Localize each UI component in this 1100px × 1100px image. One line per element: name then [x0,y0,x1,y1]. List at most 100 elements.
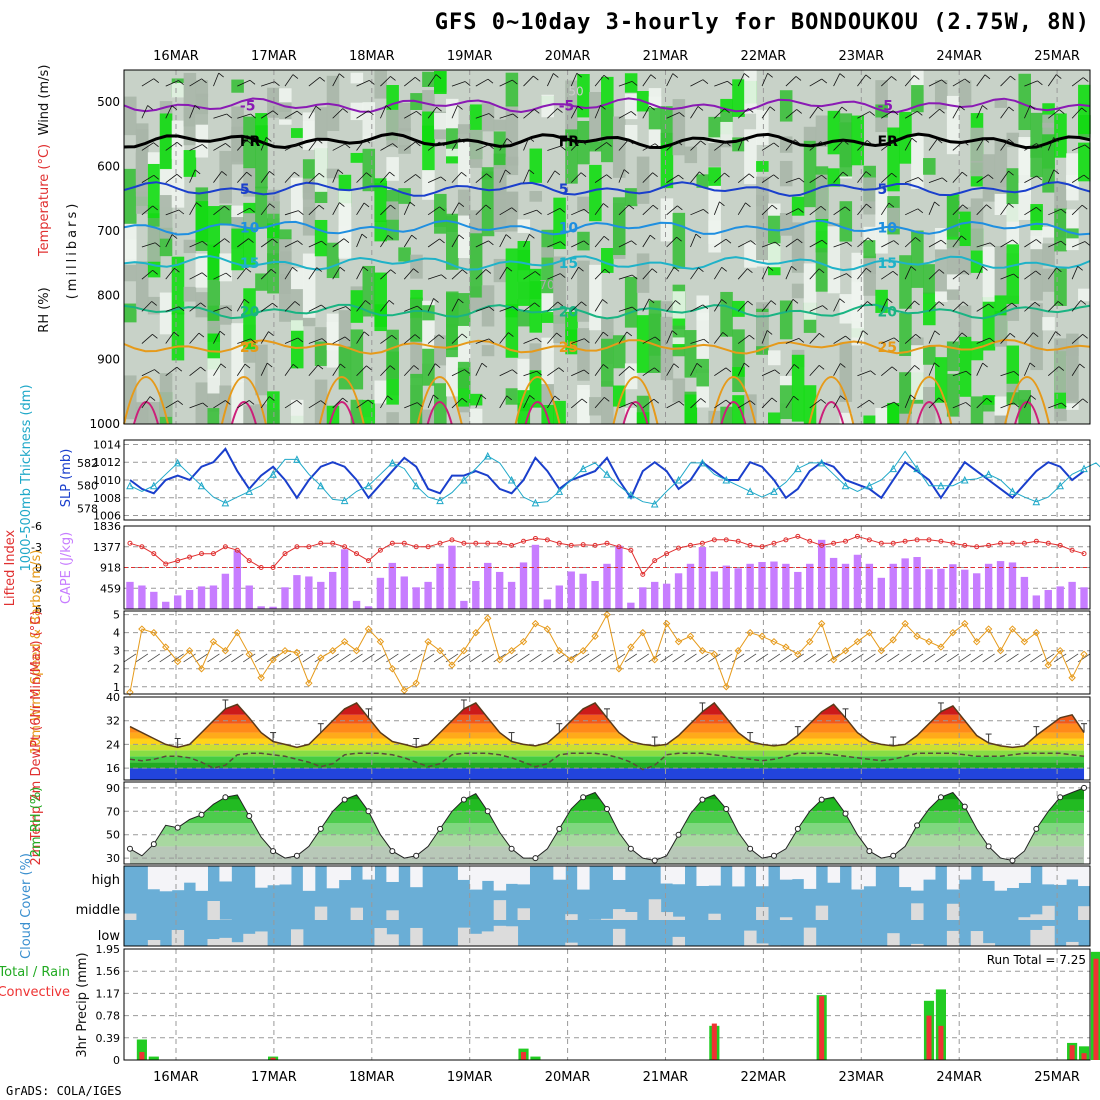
wind-barb [523,75,534,87]
wind-barb-flag [819,332,825,338]
wind-barb-flag [1081,107,1087,113]
wind-barb [928,269,940,280]
wind-barb [690,209,704,216]
wind-barb [523,370,537,377]
wind-barb [356,172,367,183]
wind-speed-marker [734,646,742,655]
wind-barb-flag [1060,240,1067,246]
rh-cell [493,258,507,283]
rh-cell [124,168,137,224]
cape-bar [555,585,563,609]
date-label-bottom: 16MAR [153,1070,199,1085]
wind-barb-flag [771,397,778,403]
wind-barb-flag [724,108,730,114]
rh-cell [505,191,519,213]
cloud-clear-cell [1054,866,1067,885]
rh-cell [481,345,495,357]
rh-cell [302,315,316,327]
wind-speed-marker [388,665,397,673]
cape-bar [996,561,1005,609]
wind-barb [547,145,561,151]
li-marker [735,538,741,544]
wind-barb-flag [961,332,968,338]
wind-speed-marker [603,610,611,619]
isotherm-label: 20 [559,304,579,320]
wind-barb [1071,334,1083,344]
temperature-axis-label: Temperature (°C) [37,144,52,257]
wind-barb-flag [1059,109,1065,114]
rh-cell [386,157,399,181]
li-marker [413,544,419,550]
wind-barb [523,395,530,409]
li-marker [998,540,1004,546]
wind-barb [571,240,584,248]
rh-cell [577,196,590,212]
wind-barb-flag [438,334,445,339]
wind-barb [475,113,490,119]
rh-cell [195,201,209,243]
surface-wind-barb [505,653,518,663]
rh-band [129,823,1085,835]
wind-barb-flag [671,330,678,335]
wind-barb [308,139,318,151]
wind-barb-flag [389,365,396,370]
wind-barb-flag [174,267,180,273]
rh-cell [696,312,709,370]
wind-barb-flag [318,204,325,210]
li-marker [485,540,491,546]
rh-marker [1033,825,1040,832]
wind-barb-flag [1060,208,1067,214]
cloud-clear-cell [827,866,841,883]
rh-cell [779,385,793,420]
cape-bar [460,600,468,609]
wind-barb [570,398,583,409]
wind-barb [1000,333,1011,344]
wind-barb-flag [508,332,514,337]
rh-cell [708,142,721,167]
wind-speed-marker [531,619,540,628]
cloud-level-label: low [98,929,121,944]
wind-barb [213,205,225,216]
rh-cell [756,312,769,347]
wind-barb-flag [866,140,873,145]
li-marker [938,538,944,544]
cape-bar [603,563,611,609]
wind-speed-marker [817,619,826,628]
wind-barb [189,332,200,344]
rh-cell [255,113,268,146]
rh-cell [672,345,686,357]
wind-barb-flag [249,207,255,213]
wind-barb [594,203,604,216]
wind-barb [189,272,203,280]
wind-barb-flag [986,397,992,403]
wind-barb [236,299,245,312]
wind-barb [618,81,633,87]
wind-barb [928,201,935,215]
cape-bar [973,573,981,609]
wind-barb-flag [672,73,679,78]
rh-cell [457,215,471,258]
rh-cell [529,268,543,333]
wind-barb [761,397,773,409]
cape-bar [257,606,265,609]
li-marker [854,533,860,539]
rh-cell [815,174,829,219]
wind-barb [833,273,847,280]
wind-barb-flag [202,241,208,246]
wind-speed-line [129,613,1085,693]
pressure-tick-label: 600 [97,160,120,174]
wind-barb-flag [941,177,948,183]
wind-barb-flag [892,271,899,276]
rh-cell [434,71,447,95]
cape-bar [352,600,361,609]
wind-barb-flag [984,74,991,80]
li-marker [592,542,598,548]
cape-bar [162,601,170,609]
wind-barb-flag [459,138,465,143]
rh-cell [791,283,805,299]
wind-barb [475,240,489,248]
li-marker [604,540,610,546]
wind-barb [1071,107,1082,119]
cloud-frame [123,865,1091,947]
